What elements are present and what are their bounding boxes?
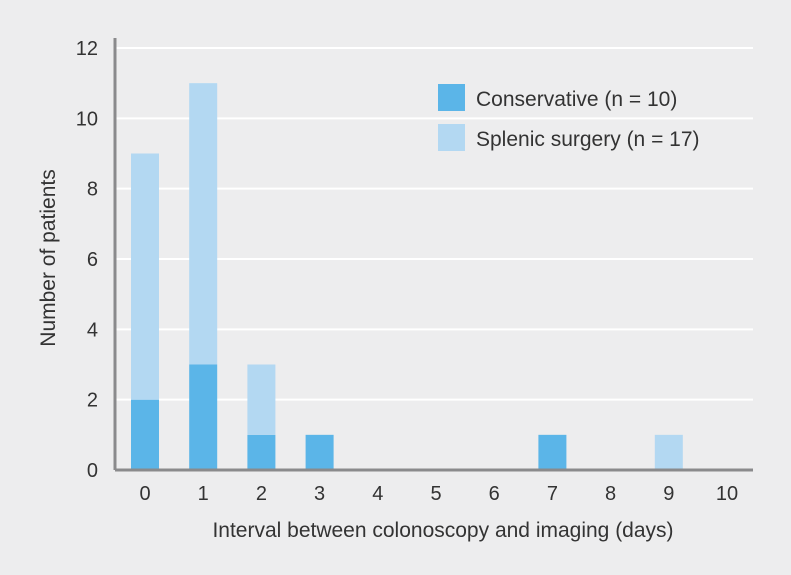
y-tick-label-12: 12	[76, 38, 98, 60]
x-tick-label-0: 0	[139, 483, 150, 505]
x-tick-label-3: 3	[314, 483, 325, 505]
bar-conservative-2	[247, 434, 276, 470]
y-axis-title: Number of patients	[37, 169, 60, 346]
x-tick-label-1: 1	[198, 483, 209, 505]
x-tick-label-2: 2	[256, 483, 267, 505]
y-tick-label-2: 2	[87, 390, 98, 412]
bars	[131, 83, 683, 470]
y-tick-label-6: 6	[87, 249, 98, 271]
bar-conservative-7	[538, 434, 567, 470]
bar-splenic-surgery-0	[131, 153, 159, 400]
x-tick-label-9: 9	[663, 483, 674, 505]
legend-swatch-conservative	[438, 84, 465, 111]
x-tick-label-7: 7	[547, 483, 558, 505]
bar-splenic-surgery-1	[189, 83, 218, 365]
y-tick-label-10: 10	[76, 108, 98, 130]
y-tick-label-0: 0	[87, 460, 98, 482]
bar-conservative-3	[305, 434, 334, 470]
grid-lines	[115, 47, 753, 401]
legend-label-conservative: Conservative (n = 10)	[476, 88, 677, 111]
bar-conservative-1	[189, 364, 218, 470]
y-tick-label-4: 4	[87, 319, 98, 341]
bar-splenic-surgery-9	[654, 434, 683, 470]
x-tick-labels: 0 1 2 3 4 5 6 7 8 9 10	[139, 483, 738, 505]
legend: Conservative (n = 10) Splenic surgery (n…	[438, 84, 700, 151]
bar-conservative-0	[131, 399, 159, 470]
x-axis-title: Interval between colonoscopy and imaging…	[212, 519, 673, 542]
legend-label-splenic-surgery: Splenic surgery (n = 17)	[476, 128, 700, 151]
bar-splenic-surgery-2	[247, 364, 276, 435]
x-tick-label-6: 6	[489, 483, 500, 505]
x-tick-label-5: 5	[430, 483, 441, 505]
y-tick-label-8: 8	[87, 179, 98, 201]
axes	[113, 38, 753, 472]
x-tick-label-4: 4	[372, 483, 383, 505]
y-tick-labels: 0 2 4 6 8 10 12	[76, 38, 98, 482]
legend-swatch-splenic-surgery	[438, 124, 465, 151]
x-tick-label-8: 8	[605, 483, 616, 505]
x-tick-label-10: 10	[716, 483, 738, 505]
